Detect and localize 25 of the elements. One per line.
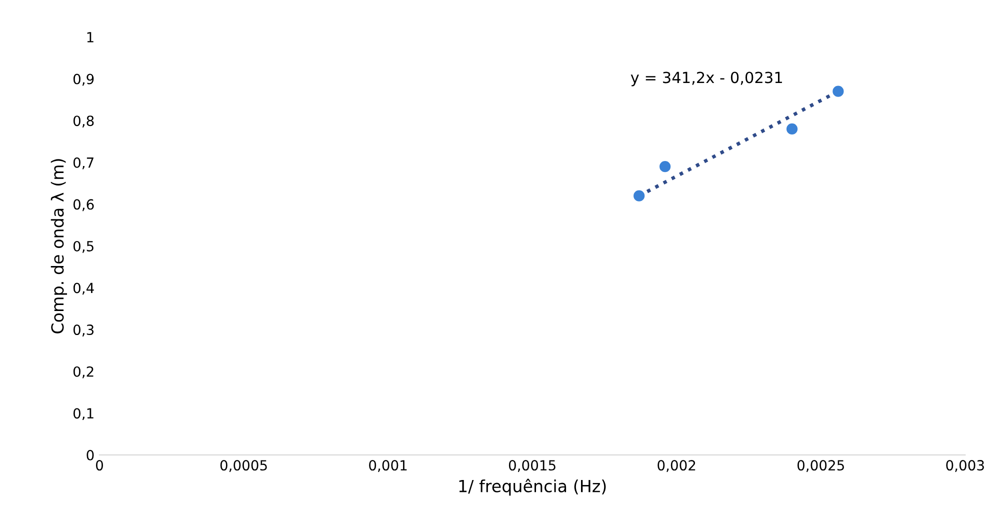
point <box>634 190 645 202</box>
x-tick-label: 0,002 <box>658 460 696 472</box>
y-tick-label: 0,3 <box>73 324 94 336</box>
annotation: y = 341,2x - 0,0231 <box>630 72 782 86</box>
point <box>786 123 798 135</box>
y-tick-label: 0,8 <box>73 116 94 128</box>
x-tick-label: 0,0015 <box>508 460 556 472</box>
y-tick-label: 0,7 <box>73 157 94 170</box>
x-tick-label: 0,003 <box>946 460 984 472</box>
y-tick-label: 1 <box>87 32 94 42</box>
point <box>832 86 844 97</box>
x-axis-title: 1/ frequência (Hz) <box>459 478 606 496</box>
y-tick-label: 0,4 <box>73 282 94 295</box>
y-tick-label: 0,5 <box>73 240 94 253</box>
y-tick-label: 0,6 <box>73 199 94 212</box>
x-tick-label: 0,0025 <box>797 460 844 472</box>
y-tick-label: 0,1 <box>73 408 94 420</box>
x-tick-label: 0,0005 <box>220 460 267 472</box>
y-axis-title: Comp. de onda λ (m) <box>50 159 67 334</box>
y-tick-label: 0,9 <box>73 74 94 86</box>
y-tick-label: 0,2 <box>73 366 94 378</box>
x-tick-label: 0 <box>96 460 103 471</box>
point <box>660 161 671 172</box>
x-tick-label: 0,001 <box>369 460 407 472</box>
y-tick-label: 0 <box>86 450 94 460</box>
